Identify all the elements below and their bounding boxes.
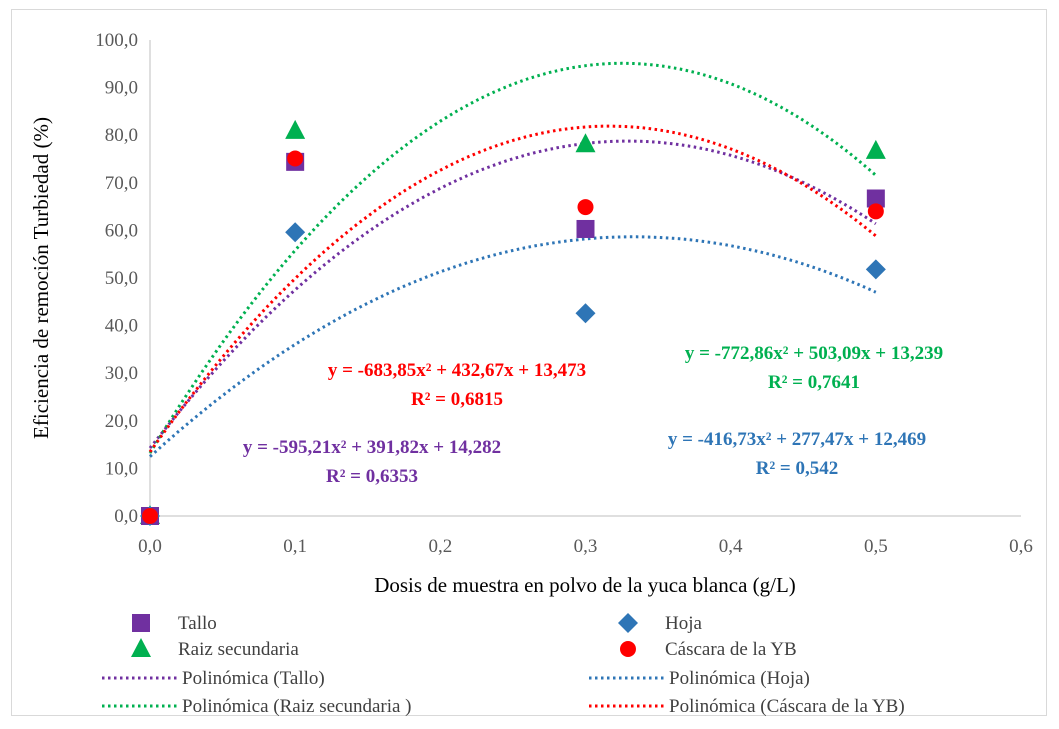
y-tick-label: 0,0 (114, 506, 138, 527)
data-point-circle (577, 199, 594, 216)
legend-label: Hoja (665, 613, 703, 634)
trend-equation: y = -683,85x² + 432,67x + 13,473 (328, 360, 586, 381)
y-tick-label: 60,0 (105, 220, 138, 241)
x-tick-label: 0,2 (428, 536, 452, 557)
data-point-circle (867, 203, 884, 220)
x-tick-label: 0,5 (864, 536, 888, 557)
trend-equations: y = -595,21x² + 391,82x + 14,282 R² = 0,6… (243, 343, 943, 487)
data-point-triangle (285, 119, 306, 139)
x-axis-title: Dosis de muestra en polvo de la yuca bla… (374, 573, 796, 597)
data-point-diamond (865, 259, 886, 280)
y-tick-label: 80,0 (105, 125, 138, 146)
y-tick-label: 30,0 (105, 363, 138, 384)
y-tick-label: 50,0 (105, 268, 138, 289)
x-tick-label: 0,6 (1009, 536, 1033, 557)
legend-trend-label: Polinómica (Raiz secundaria ) (182, 696, 412, 717)
trend-equation: y = -595,21x² + 391,82x + 14,282 (243, 437, 501, 458)
data-point-triangle (575, 133, 596, 153)
trend-equation: y = -772,86x² + 503,09x + 13,239 (685, 343, 943, 364)
tick-labels: 0,0 10,0 20,0 30,0 40,0 50,0 60,0 70,0 80,0 90,0 1… (95, 30, 1033, 557)
data-point-circle (287, 150, 304, 167)
x-tick-label: 0,4 (719, 536, 743, 557)
legend-marker (132, 614, 150, 632)
legend-trend-label: Polinómica (Cáscara de la YB) (669, 696, 905, 717)
y-tick-label: 10,0 (105, 458, 138, 479)
data-point-triangle (865, 139, 886, 159)
legend-marker (131, 638, 151, 657)
x-tick-label: 0,1 (283, 536, 307, 557)
y-tick-label: 90,0 (105, 78, 138, 99)
y-tick-label: 20,0 (105, 411, 138, 432)
trendline-1 (149, 235, 877, 458)
data-point-square (866, 189, 885, 208)
data-point-circle (142, 508, 158, 524)
trendlines (148, 61, 877, 458)
trend-r2: R² = 0,7641 (768, 372, 860, 393)
legend-marker (620, 641, 636, 657)
legend-trend-label: Polinómica (Hoja) (669, 668, 810, 689)
y-tick-label: 70,0 (105, 173, 138, 194)
trendline-0 (148, 139, 877, 449)
legend-trend-label: Polinómica (Tallo) (182, 668, 325, 689)
legend: Tallo Hoja Raiz secundaria Cáscara de la YB… (102, 613, 905, 717)
trend-r2: R² = 0,6815 (411, 389, 503, 410)
legend-label: Cáscara de la YB (665, 639, 797, 660)
data-points (140, 119, 886, 526)
trendline-2 (148, 61, 877, 454)
legend-label: Raiz secundaria (178, 639, 299, 660)
legend-marker (618, 613, 638, 633)
trend-r2: R² = 0,542 (756, 458, 839, 479)
trend-r2: R² = 0,6353 (326, 466, 418, 487)
chart-frame (11, 9, 1047, 716)
trendline-3 (148, 124, 877, 453)
trend-equation: y = -416,73x² + 277,47x + 12,469 (668, 429, 926, 450)
axes (149, 40, 1021, 517)
x-tick-label: 0,0 (138, 536, 162, 557)
legend-label: Tallo (178, 613, 217, 634)
y-axis-title: Eficiencia de remoción Turbiedad (%) (29, 117, 53, 439)
x-tick-label: 0,3 (574, 536, 598, 557)
y-tick-label: 100,0 (95, 30, 138, 51)
y-tick-label: 40,0 (105, 316, 138, 337)
data-point-diamond (285, 222, 306, 243)
data-point-diamond (575, 303, 596, 324)
data-point-square (576, 219, 595, 238)
